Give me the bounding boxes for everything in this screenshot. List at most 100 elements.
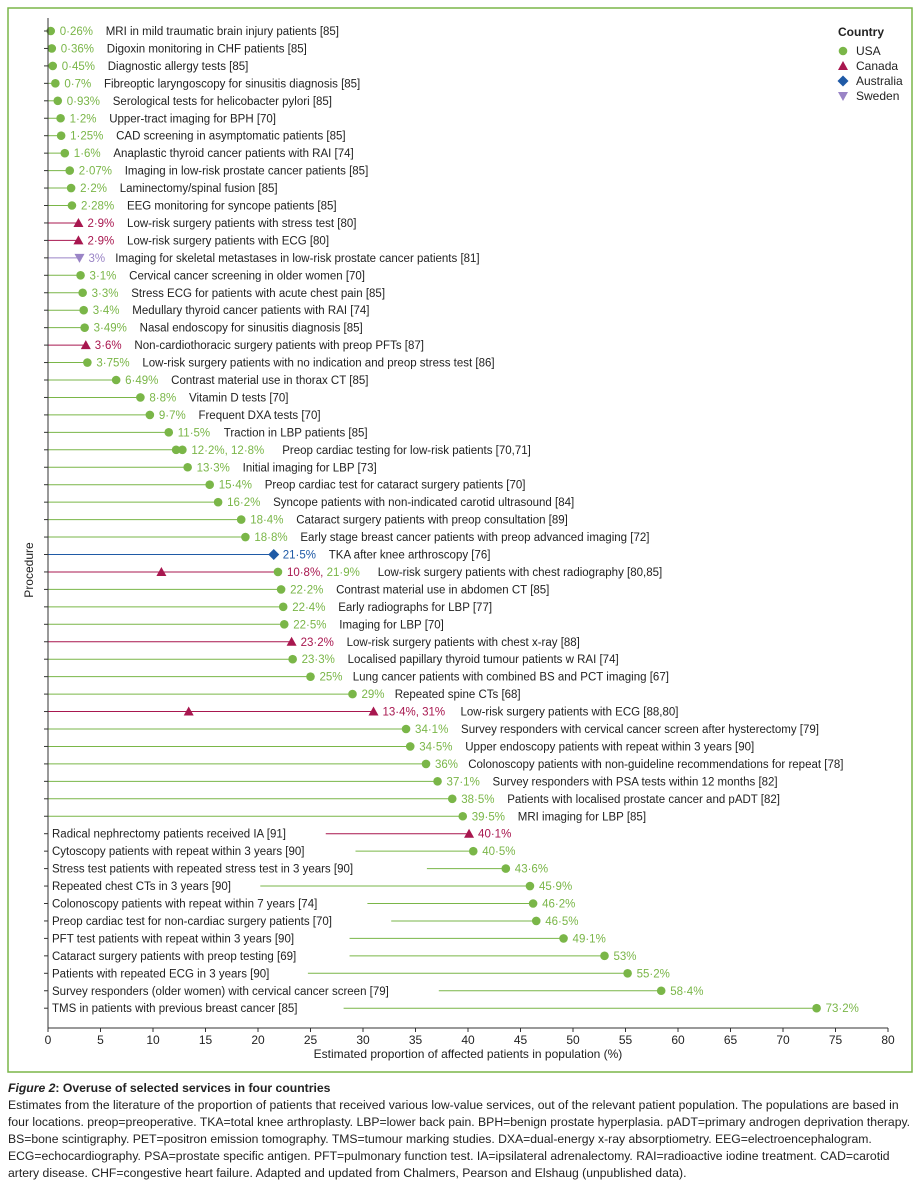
row-value: 3·1% — [90, 270, 117, 282]
row-label: Cytoscopy patients with repeat within 3 … — [52, 846, 305, 858]
chart-row: Preop cardiac test for non-cardiac surge… — [52, 916, 579, 928]
row-value: 13·4%, 31% — [383, 707, 446, 719]
data-point — [51, 79, 60, 88]
row-label: Diagnostic allergy tests [85] — [108, 61, 249, 73]
row-label: Localised papillary thyroid tumour patie… — [348, 654, 619, 666]
row-label: Preop cardiac testing for low-risk patie… — [282, 445, 531, 457]
data-point — [80, 340, 91, 350]
chart-row: 1·2% Upper-tract imaging for BPH [70] — [48, 113, 276, 125]
row-value: 39·5% — [472, 811, 505, 823]
x-tick-label: 65 — [724, 1033, 738, 1047]
legend-marker — [838, 92, 848, 101]
chart-row: 0·45% Diagnostic allergy tests [85] — [48, 61, 248, 73]
x-tick-label: 15 — [199, 1033, 213, 1047]
row-label: Traction in LBP patients [85] — [224, 427, 368, 439]
x-tick-label: 70 — [776, 1033, 790, 1047]
row-value: 49·1% — [573, 933, 606, 945]
row-value: 22·4% — [292, 602, 325, 614]
row-value: 46·5% — [545, 916, 578, 928]
row-label: Survey responders with PSA tests within … — [493, 776, 778, 788]
data-point — [401, 724, 411, 734]
data-point — [74, 253, 85, 263]
row-value: 2·9% — [87, 235, 114, 247]
row-value: 2·07% — [79, 166, 112, 178]
chart-row: Patients with repeated ECG in 3 years [9… — [52, 968, 670, 980]
row-value: 3·6% — [95, 340, 122, 352]
row-label: Survey responders (older women) with cer… — [52, 986, 389, 998]
row-value: 23·3% — [302, 654, 335, 666]
row-label: Patients with localised prostate cancer … — [507, 794, 780, 806]
chart-row: 15·4% Preop cardiac test for cataract sur… — [48, 480, 525, 492]
chart-row: 34·5% Upper endoscopy patients with repea… — [48, 741, 754, 753]
chart-row: 39·5% MRI imaging for LBP [85] — [48, 811, 646, 823]
row-value: 34·5% — [419, 741, 452, 753]
row-value: 34·1% — [415, 724, 448, 736]
row-label: Contrast material use in thorax CT [85] — [171, 375, 368, 387]
chart-row: 29% Repeated spine CTs [68] — [48, 689, 521, 701]
x-tick-label: 75 — [829, 1033, 843, 1047]
row-label: Cataract surgery patients with preop con… — [296, 515, 568, 527]
row-label: Anaplastic thyroid cancer patients with … — [113, 148, 353, 160]
data-point — [278, 602, 288, 612]
data-point — [241, 532, 250, 542]
row-value: 1·2% — [70, 113, 97, 125]
chart-row: PFT test patients with repeat within 3 y… — [52, 933, 606, 945]
legend-marker — [837, 75, 849, 87]
data-point — [279, 620, 289, 629]
chart-row: 22·2% Contrast material use in abdomen CT… — [48, 584, 549, 596]
chart-row: Stress test patients with repeated stres… — [52, 864, 548, 876]
data-point — [812, 1003, 821, 1013]
legend-item: Canada — [856, 59, 898, 73]
row-label: MRI in mild traumatic brain injury patie… — [106, 26, 339, 38]
row-value: 38·5% — [461, 794, 494, 806]
chart-row: 2·2% Laminectomy/spinal fusion [85] — [48, 183, 278, 195]
row-label: Radical nephrectomy patients received IA… — [52, 829, 286, 841]
data-point — [433, 777, 442, 786]
data-point — [276, 585, 286, 594]
data-point — [623, 969, 632, 978]
x-tick-label: 30 — [356, 1033, 370, 1047]
row-value: 3·75% — [96, 358, 129, 370]
chart-row: 12·2%, 12·8% Preop cardiac testing for lo… — [48, 445, 531, 457]
data-point — [66, 183, 76, 193]
chart-row: Cataract surgery patients with preop tes… — [52, 951, 637, 963]
row-label: Low-risk surgery patients with ECG [80] — [127, 235, 329, 247]
data-point — [67, 201, 77, 210]
chart-row: Radical nephrectomy patients received IA… — [52, 828, 511, 841]
x-tick-label: 25 — [304, 1033, 318, 1047]
chart-row: 3·75% Low-risk surgery patients with no i… — [48, 358, 495, 370]
x-tick-label: 20 — [251, 1033, 265, 1047]
chart-row: 37·1% Survey responders with PSA tests wi… — [48, 776, 778, 788]
row-label: Preop cardiac test for cataract surgery … — [265, 480, 526, 492]
data-point — [83, 358, 92, 367]
row-value: 2·2% — [80, 183, 107, 195]
row-value: 3·3% — [92, 288, 119, 300]
data-point — [47, 44, 57, 53]
chart-row: 13·3% Initial imaging for LBP [73] — [48, 462, 377, 474]
data-point — [306, 672, 315, 681]
row-label: Repeated spine CTs [68] — [395, 689, 521, 701]
row-label: Laminectomy/spinal fusion [85] — [120, 183, 278, 195]
figure-title: : Overuse of selected services in four c… — [55, 1081, 331, 1095]
chart-row: Colonoscopy patients with repeat within … — [52, 899, 575, 911]
row-label: Cervical cancer screening in older women… — [129, 270, 365, 282]
row-value: 3·4% — [93, 305, 120, 317]
data-point — [80, 323, 89, 332]
chart-row: 23·3% Localised papillary thyroid tumour … — [48, 654, 619, 666]
data-point — [183, 706, 194, 716]
chart-row: 3·1% Cervical cancer screening in older w… — [48, 270, 365, 282]
row-value: 40·1% — [478, 829, 511, 841]
chart-row: 0·36% Digoxin monitoring in CHF patients … — [47, 43, 307, 55]
row-label: Nasal endoscopy for sinusitis diagnosis … — [140, 323, 363, 335]
data-point — [368, 706, 379, 716]
data-point — [46, 26, 56, 36]
row-label: Preop cardiac test for non-cardiac surge… — [52, 916, 332, 928]
row-label: Stress test patients with repeated stres… — [52, 864, 353, 876]
row-value: 10·8%, 21·9% — [287, 567, 360, 579]
row-value: 1·6% — [74, 148, 101, 160]
chart-row: 13·4%, 31% Low-risk surgery patients with… — [48, 706, 678, 719]
data-point — [65, 166, 75, 175]
row-value: 37·1% — [447, 776, 480, 788]
legend-item: Australia — [856, 74, 903, 88]
chart-row: 21·5% TKA after knee arthroscopy [76] — [48, 549, 490, 562]
